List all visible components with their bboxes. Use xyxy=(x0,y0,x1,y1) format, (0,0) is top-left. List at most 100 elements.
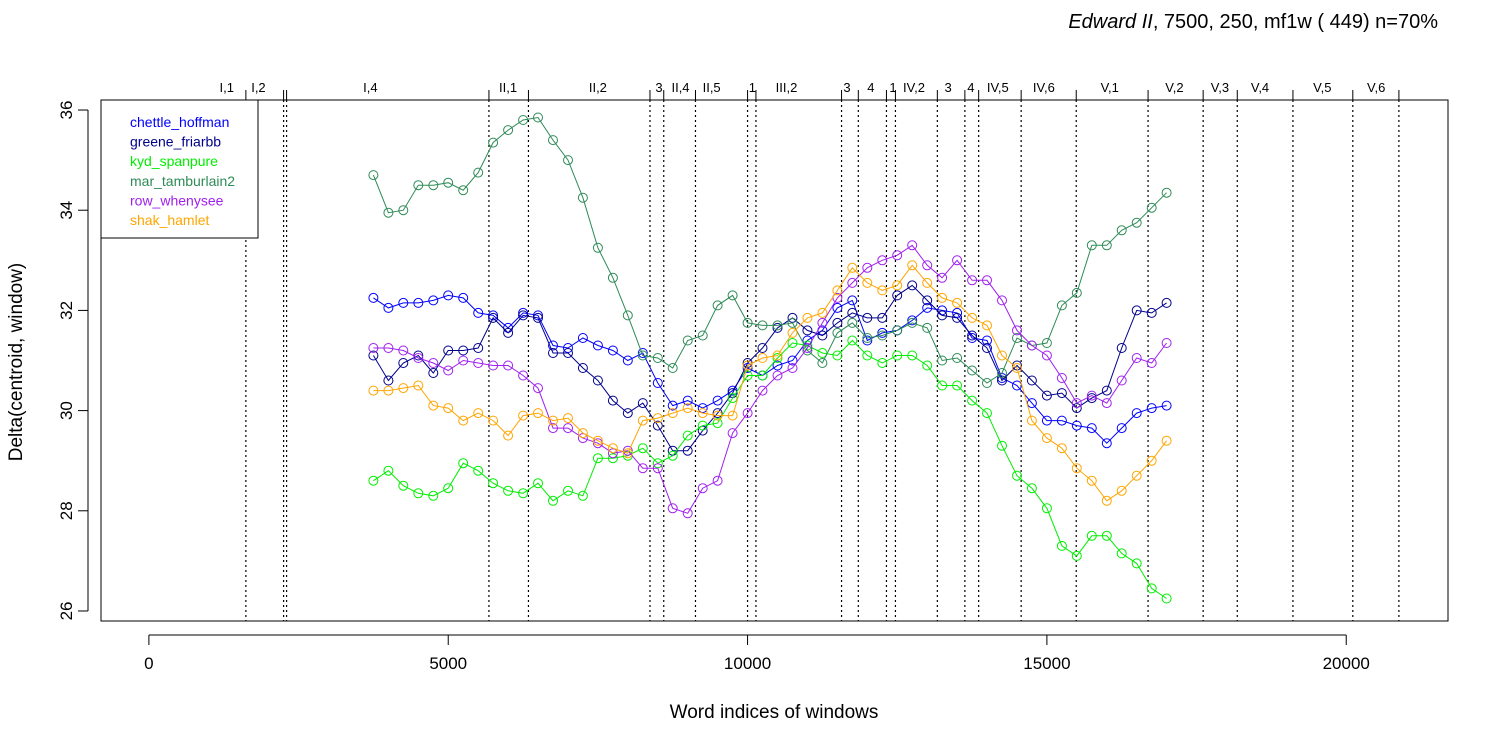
data-point xyxy=(533,312,543,323)
data-point xyxy=(518,370,529,381)
scene-label: II,1 xyxy=(499,80,517,95)
data-point xyxy=(368,170,379,181)
data-point xyxy=(667,408,678,419)
scene-label: II,4 xyxy=(671,80,689,95)
data-point xyxy=(862,312,873,323)
data-point xyxy=(1026,375,1037,386)
data-point xyxy=(892,325,903,336)
data-point xyxy=(907,315,918,326)
chart-title: Edward II, 7500, 250, mf1w ( 449) n=70% xyxy=(1068,11,1438,33)
data-point xyxy=(398,205,409,216)
data-point xyxy=(922,322,933,333)
data-point xyxy=(1131,470,1142,481)
data-point xyxy=(1012,325,1022,336)
data-point xyxy=(682,335,693,346)
data-point xyxy=(727,290,738,301)
data-point xyxy=(518,488,529,499)
data-point xyxy=(1131,558,1142,569)
y-tick-label: 34 xyxy=(57,201,76,220)
data-point xyxy=(922,295,933,306)
data-point xyxy=(877,327,888,338)
data-point xyxy=(1071,420,1082,431)
data-point xyxy=(1041,390,1052,401)
data-point xyxy=(892,280,903,291)
data-point xyxy=(1041,338,1052,348)
data-point xyxy=(907,317,918,328)
data-point xyxy=(922,302,933,313)
data-point xyxy=(592,435,603,446)
data-point xyxy=(847,335,858,346)
data-point xyxy=(577,428,588,439)
y-tick-label: 26 xyxy=(57,602,76,621)
scene-boundaries xyxy=(245,90,1400,621)
data-point xyxy=(503,360,514,371)
series-mar_tamburlain2 xyxy=(368,112,1172,388)
data-point xyxy=(1131,217,1142,228)
legend-entry: chettle_hoffman xyxy=(130,114,229,130)
data-point xyxy=(712,408,723,419)
scene-label: 4 xyxy=(867,80,874,95)
data-point xyxy=(982,335,992,346)
data-point xyxy=(1146,202,1157,213)
data-point xyxy=(398,383,409,394)
data-point xyxy=(1101,398,1112,409)
data-point xyxy=(473,343,484,353)
x-tick-label: 20000 xyxy=(1323,654,1370,673)
data-point xyxy=(712,418,723,429)
data-point xyxy=(652,378,663,388)
chart-title-italic: Edward II xyxy=(1068,11,1153,33)
data-point xyxy=(742,408,753,419)
data-point xyxy=(622,355,633,366)
data-point xyxy=(563,423,573,434)
data-point xyxy=(458,458,469,469)
data-point xyxy=(997,350,1007,361)
data-point xyxy=(548,135,558,146)
data-point xyxy=(787,355,798,366)
data-point xyxy=(697,408,708,419)
data-point xyxy=(742,317,753,328)
data-point xyxy=(922,360,933,371)
data-point xyxy=(952,380,963,391)
data-point xyxy=(907,240,918,251)
series-line xyxy=(373,294,1167,444)
data-point xyxy=(922,260,933,271)
data-point xyxy=(682,508,693,519)
data-point xyxy=(997,368,1007,378)
data-point xyxy=(817,317,828,328)
data-point xyxy=(997,375,1007,386)
data-point xyxy=(817,307,828,318)
data-point xyxy=(383,465,394,476)
data-point xyxy=(727,393,738,404)
data-point xyxy=(637,463,648,474)
series-kyd_spanpure xyxy=(368,335,1172,604)
data-point xyxy=(667,363,678,373)
data-point xyxy=(757,320,768,331)
series-chettle_hoffman xyxy=(368,290,1172,449)
data-point xyxy=(967,365,978,376)
scene-label: 3 xyxy=(944,80,951,95)
data-point xyxy=(637,398,648,409)
data-point xyxy=(1161,187,1172,198)
data-point xyxy=(458,292,469,303)
chart-title-rest: , 7500, 250, mf1w ( 449) n=70% xyxy=(1153,11,1438,33)
data-point xyxy=(982,320,992,331)
data-point xyxy=(937,310,948,321)
data-point xyxy=(473,307,484,318)
data-point xyxy=(458,355,469,366)
data-point xyxy=(413,380,424,391)
x-tick-label: 0 xyxy=(144,654,153,673)
data-point xyxy=(1026,415,1037,426)
scene-label: I,2 xyxy=(251,80,265,95)
data-point xyxy=(473,465,484,476)
data-point xyxy=(982,408,992,419)
data-point xyxy=(862,262,873,273)
scene-label: II,5 xyxy=(703,80,721,95)
data-point xyxy=(787,338,798,348)
data-point xyxy=(967,333,978,343)
y-tick-label: 28 xyxy=(57,501,76,520)
data-point xyxy=(847,307,858,318)
data-point xyxy=(682,445,693,456)
data-point xyxy=(413,180,424,191)
data-point xyxy=(1026,340,1037,351)
data-point xyxy=(577,363,588,373)
